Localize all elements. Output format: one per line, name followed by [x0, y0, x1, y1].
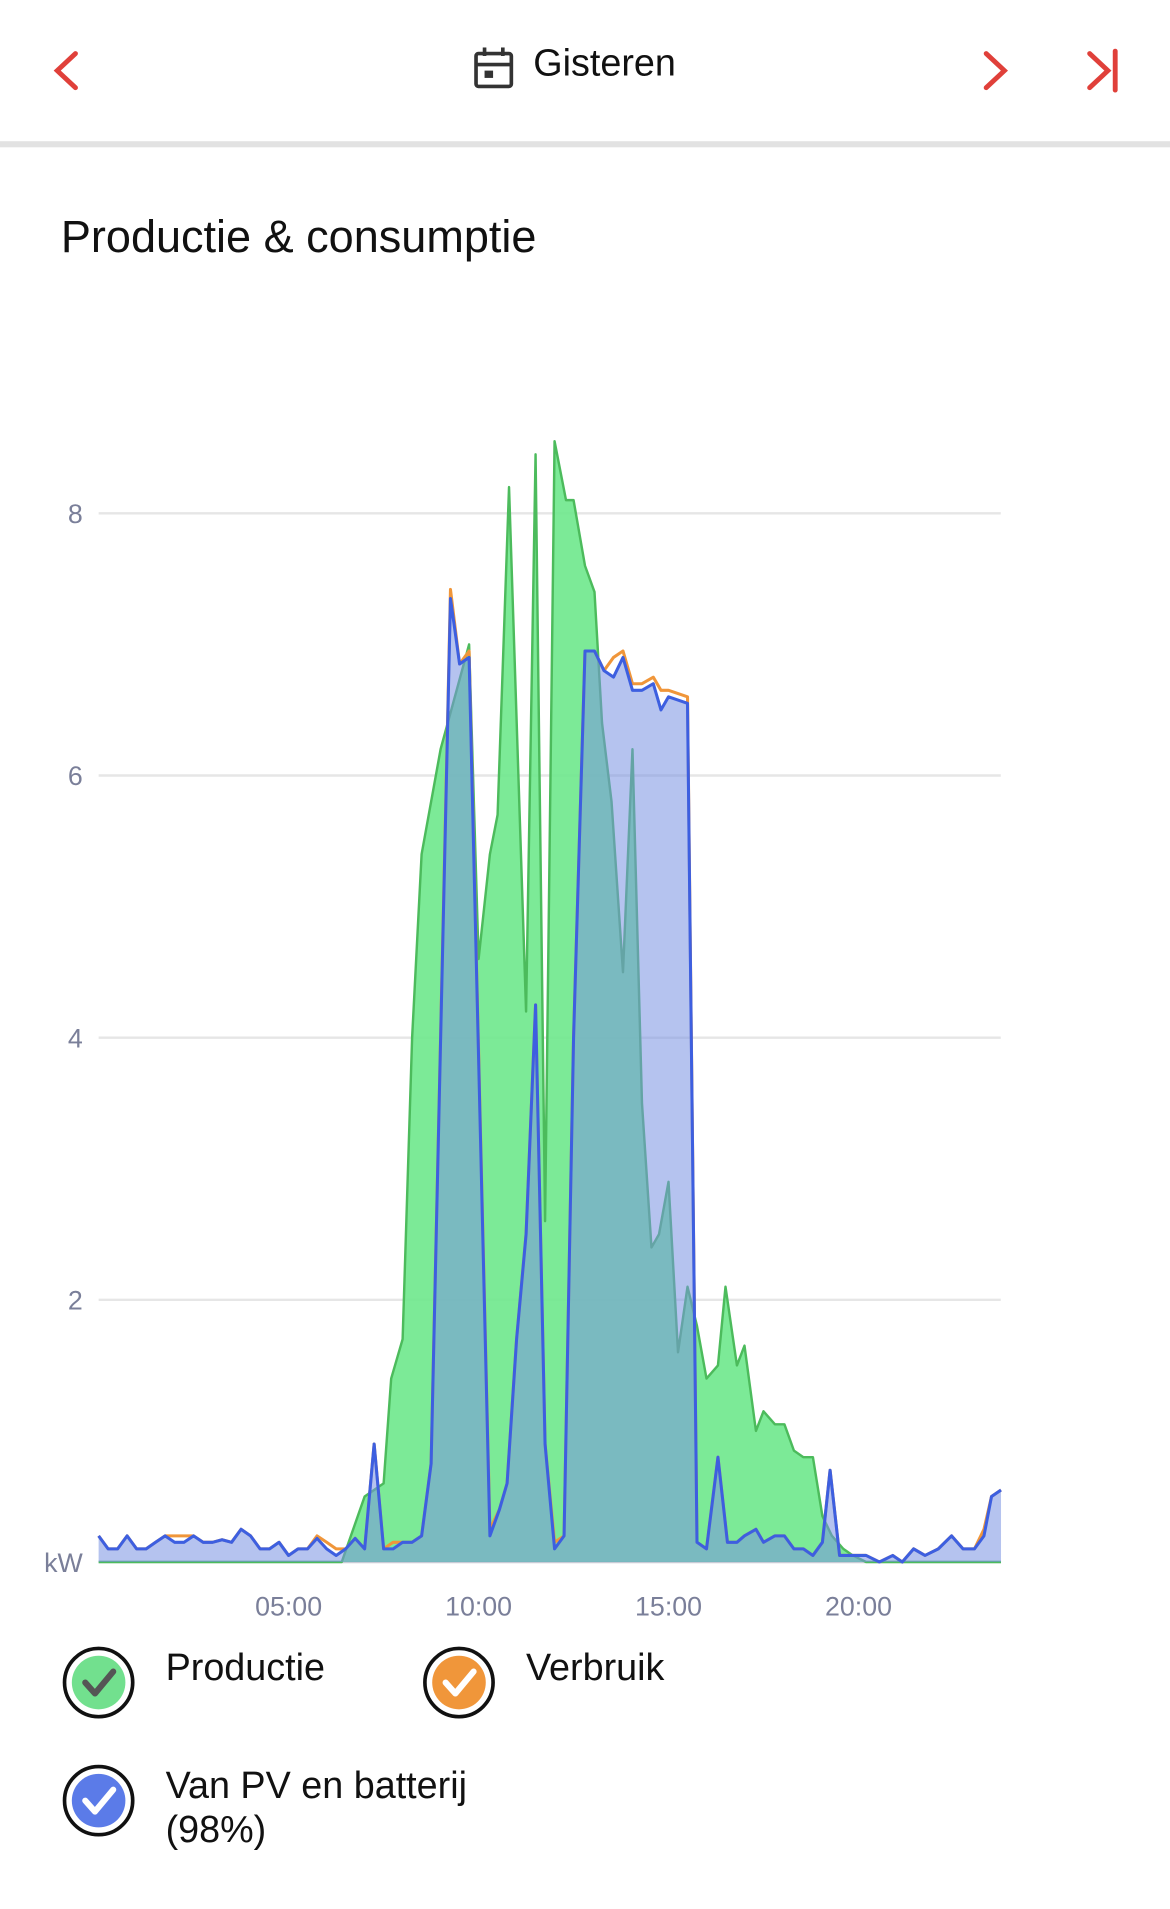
series-line: [97, 596, 1002, 1564]
back-button[interactable]: [53, 51, 78, 91]
next-button[interactable]: [983, 51, 1008, 91]
header: Gisteren: [0, 41, 1170, 148]
legend: Productie Verbruik Van PV en batterij (98%…: [62, 1646, 879, 1874]
chart-title: Productie & consumptie: [61, 211, 537, 262]
legend-item[interactable]: Productie: [62, 1646, 519, 1756]
x-tick-label: 05:00: [255, 1592, 322, 1622]
legend-item[interactable]: Van PV en batterij (98%): [62, 1764, 519, 1874]
legend-check: [82, 1668, 117, 1697]
legend-swatch: [71, 1773, 126, 1828]
legend-check: [82, 1786, 117, 1815]
y-tick-label: 4: [68, 1023, 83, 1053]
y-tick-label: kW: [44, 1548, 83, 1578]
legend-label-box: Verbruik: [525, 1646, 665, 1689]
legend-label: Productie: [165, 1646, 326, 1689]
legend-label: Verbruik: [525, 1646, 665, 1689]
plot: kW 2 4 6 8 05:00 10:00 15:00 20:00: [44, 439, 1002, 1622]
legend-swatch: [432, 1655, 486, 1710]
y-tick-label: 2: [68, 1286, 83, 1316]
legend-label-box: Van PV en batterij (98%): [165, 1764, 468, 1851]
calendar-icon: [474, 47, 514, 89]
legend-label-box: Productie: [165, 1646, 326, 1689]
legend-check: [442, 1668, 477, 1697]
x-tick-label: 10:00: [445, 1592, 512, 1622]
area-fill: [98, 441, 1002, 1563]
header-title: Gisteren: [533, 41, 676, 83]
divider: [0, 141, 1170, 148]
x-tick-label: 15:00: [635, 1592, 702, 1622]
x-tick-label: 20:00: [825, 1592, 892, 1622]
y-tick-label: 6: [68, 761, 83, 791]
legend-swatch: [71, 1655, 126, 1710]
y-tick-label: 8: [68, 499, 83, 529]
last-button[interactable]: [1087, 48, 1118, 93]
legend-label: Van PV en batterij (98%): [165, 1764, 468, 1851]
legend-item[interactable]: Verbruik: [423, 1646, 879, 1756]
